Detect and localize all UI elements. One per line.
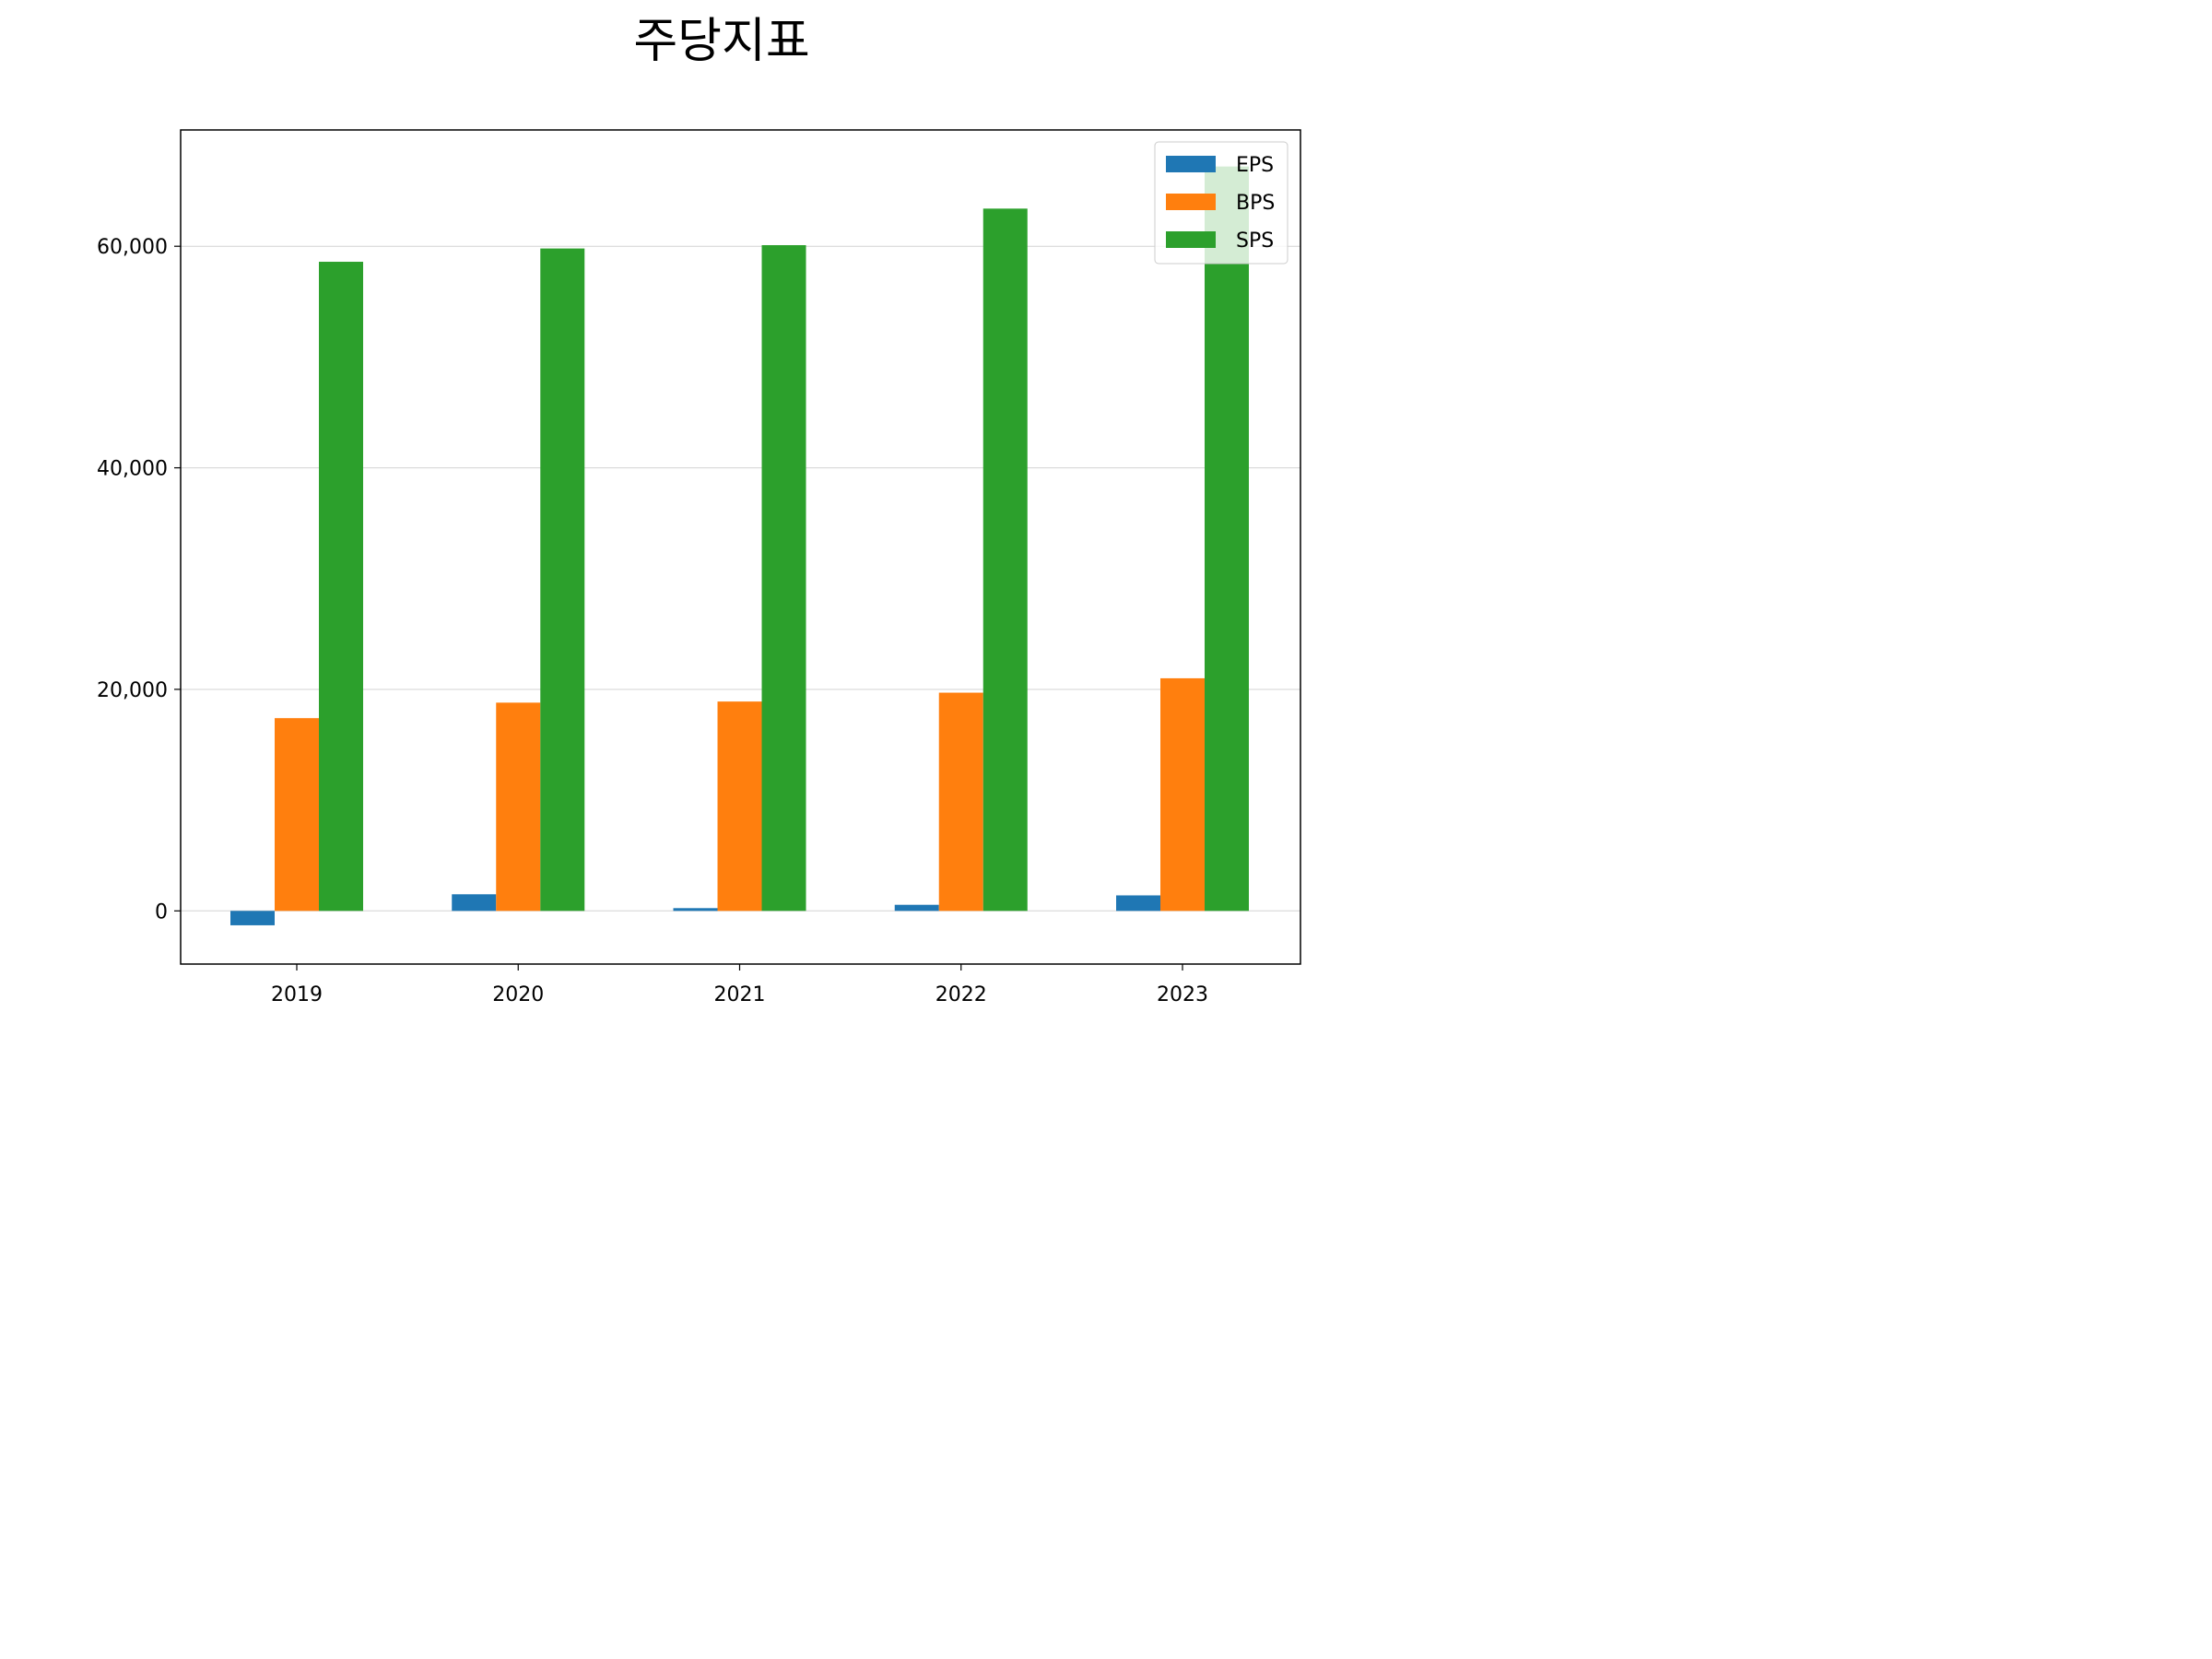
y-tick-label: 20,000: [97, 679, 168, 702]
y-tick-label: 0: [155, 900, 168, 924]
x-tick-label: 2020: [492, 983, 544, 1006]
y-tick-label: 40,000: [97, 458, 168, 481]
legend-swatch-bps: [1166, 194, 1216, 210]
bar-bps-2020: [496, 702, 541, 912]
bar-sps-2022: [982, 208, 1028, 912]
y-axis: 0 20,000 40,000 60,000: [97, 236, 181, 924]
bar-bps-2022: [938, 692, 983, 912]
legend: EPS BPS SPS: [1154, 141, 1288, 265]
bar-sps-2023: [1205, 166, 1249, 912]
legend-label-sps: SPS: [1236, 229, 1274, 253]
legend-swatch-eps: [1166, 156, 1216, 172]
x-tick-label: 2022: [935, 983, 987, 1006]
bar-sps-2021: [761, 244, 806, 912]
bars: [230, 166, 1249, 925]
bar-eps-2022: [894, 904, 939, 912]
bar-eps-2020: [452, 894, 497, 912]
bar-bps-2019: [275, 718, 319, 912]
legend-label-bps: BPS: [1236, 192, 1275, 215]
chart: 주당지표 0 20,000 40,000 60,000 2019 2020 2021 202…: [97, 14, 1301, 1006]
plot-frame: [180, 129, 1301, 965]
x-tick-label: 2021: [714, 983, 766, 1006]
x-axis: 2019 2020 2021 2022 2023: [271, 964, 1208, 1006]
bar-sps-2019: [319, 262, 363, 912]
bar-eps-2023: [1116, 895, 1160, 912]
legend-label-eps: EPS: [1236, 154, 1274, 177]
bar-sps-2020: [540, 248, 585, 912]
bar-bps-2023: [1160, 677, 1205, 912]
chart-title: 주당지표: [633, 14, 809, 69]
x-tick-label: 2019: [271, 983, 323, 1006]
y-tick-label: 60,000: [97, 236, 168, 259]
x-tick-label: 2023: [1157, 983, 1208, 1006]
bar-eps-2019: [230, 911, 275, 925]
bar-eps-2021: [673, 908, 718, 912]
bar-bps-2021: [717, 701, 762, 912]
legend-swatch-sps: [1166, 231, 1216, 248]
